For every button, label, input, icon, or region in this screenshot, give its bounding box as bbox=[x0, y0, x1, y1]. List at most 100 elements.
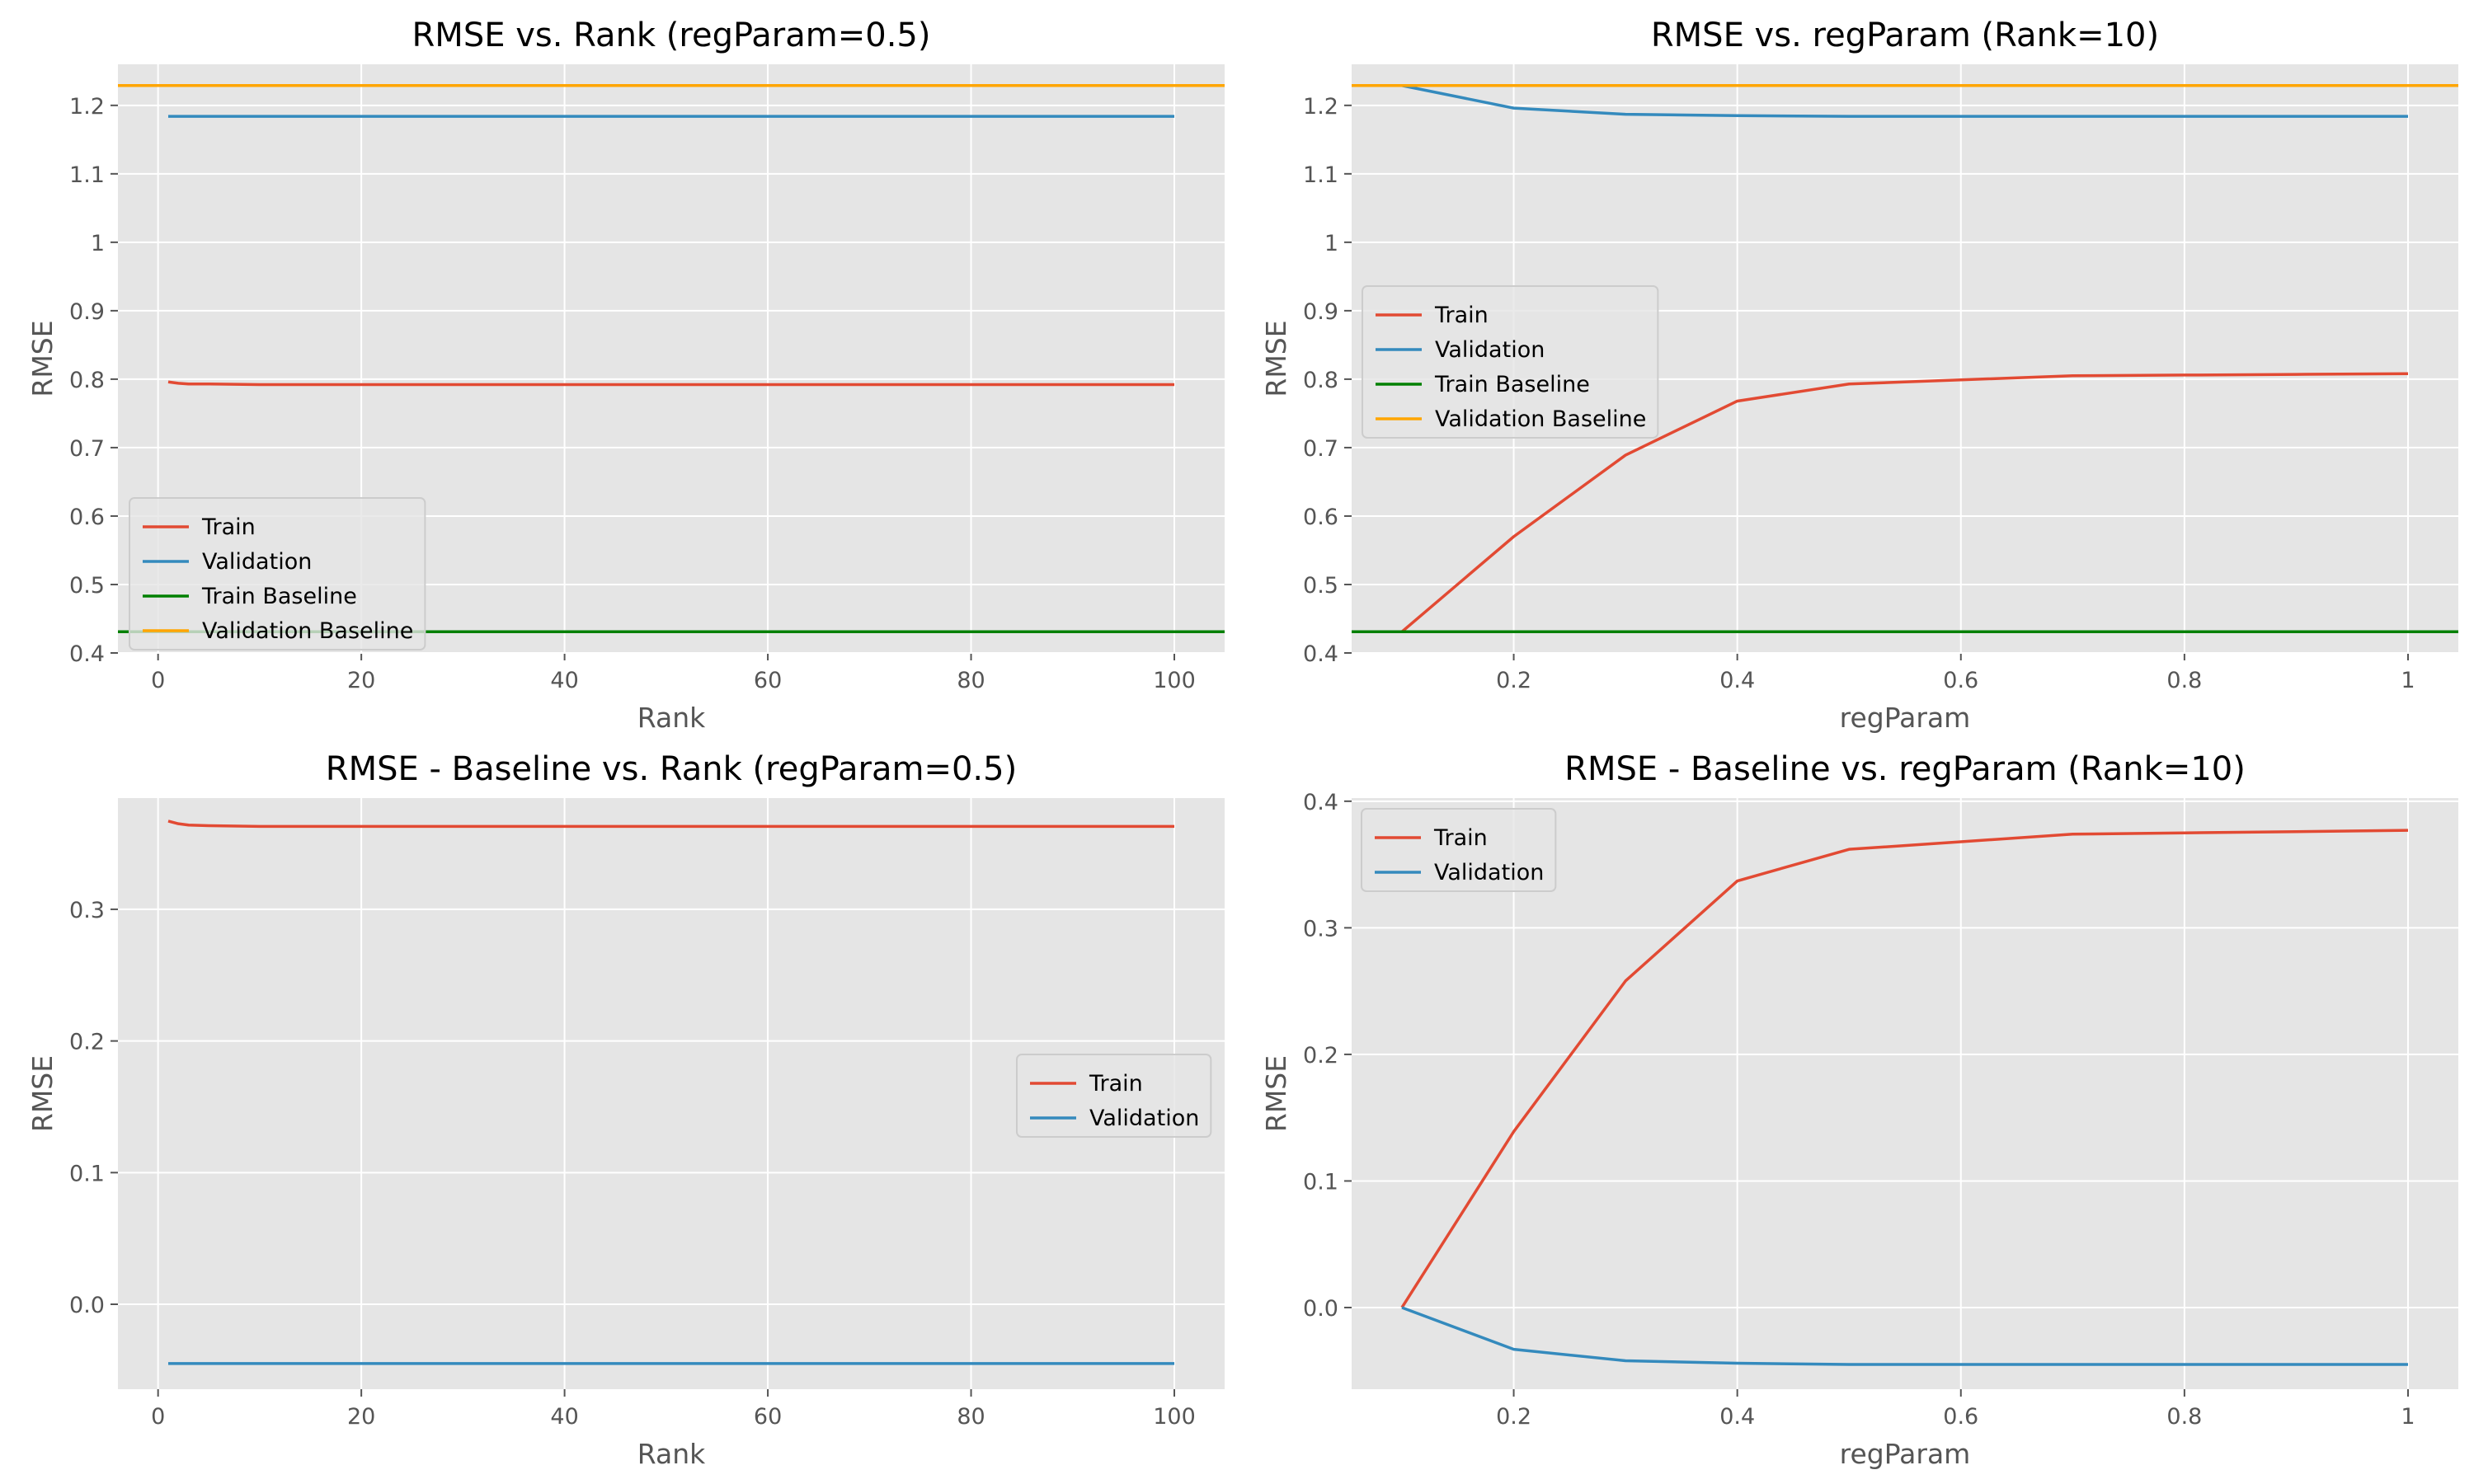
x-tick-label: 0.4 bbox=[1719, 1404, 1755, 1430]
y-tick-label: 0.1 bbox=[69, 1161, 105, 1186]
x-tick-label: 60 bbox=[754, 668, 782, 693]
legend-label: Validation bbox=[202, 549, 312, 575]
legend-label: Train bbox=[1089, 1071, 1143, 1097]
series-line-train bbox=[167, 819, 1174, 829]
legend-label: Validation Baseline bbox=[1435, 406, 1646, 432]
chart-title: RMSE - Baseline vs. regParam (Rank=10) bbox=[1564, 750, 2246, 788]
subplot-3: 0 20 40 60 80 100 0.0 0.1 0.2 0.3 RMSE - Baseline … bbox=[26, 750, 1225, 1470]
y-tick-label: 0.5 bbox=[69, 573, 105, 599]
x-tick-label: 40 bbox=[550, 668, 578, 693]
chart-title: RMSE vs. regParam (Rank=10) bbox=[1651, 16, 2159, 54]
x-tick-label: 100 bbox=[1153, 1404, 1196, 1430]
y-tick-label: 0.5 bbox=[1303, 573, 1338, 599]
y-tick-label: 0.8 bbox=[69, 368, 105, 393]
legend-item: Validation bbox=[1375, 860, 1544, 885]
x-tick-label: 1 bbox=[2401, 1404, 2415, 1430]
legend: Train Validation Train Baseline Validation … bbox=[1362, 285, 1659, 439]
y-tick-label: 0.8 bbox=[1303, 368, 1338, 393]
y-tick-label: 1.2 bbox=[1303, 94, 1338, 120]
y-tick-label: 0.2 bbox=[1303, 1043, 1338, 1068]
y-tick-label: 0.1 bbox=[1303, 1169, 1338, 1195]
series-line-validation bbox=[1401, 1306, 2408, 1366]
legend-label: Train bbox=[201, 514, 256, 540]
y-axis-label: RMSE bbox=[1260, 320, 1292, 397]
subplot-1: 0 20 40 60 80 100 0.4 0.5 0.6 0.7 0.8 0.9 1 1.1 1.2 RMS… bbox=[26, 16, 1225, 734]
series-group bbox=[167, 819, 1174, 1365]
legend-label: Train Baseline bbox=[201, 584, 357, 609]
legend-item: Train bbox=[1376, 303, 1489, 328]
y-tick-label: 0.6 bbox=[1303, 505, 1338, 530]
y-tick-label: 0.7 bbox=[69, 436, 105, 462]
legend-box bbox=[1362, 285, 1659, 439]
series-line-train bbox=[1400, 829, 2409, 1308]
x-tick-label: 100 bbox=[1153, 668, 1196, 693]
legend-item: Validation Baseline bbox=[1376, 406, 1646, 432]
y-tick-label: 1.1 bbox=[69, 162, 105, 188]
y-tick-label: 0.3 bbox=[69, 898, 105, 923]
legend-label: Validation bbox=[1089, 1106, 1199, 1131]
y-tick-label: 0.4 bbox=[1303, 790, 1338, 815]
y-axis-label: RMSE bbox=[26, 320, 59, 397]
x-tick-label: 0.4 bbox=[1719, 668, 1755, 693]
legend-label: Train bbox=[1434, 303, 1489, 328]
y-tick-label: 0.7 bbox=[1303, 436, 1338, 462]
x-tick-label: 0.2 bbox=[1496, 668, 1531, 693]
legend-item: Validation bbox=[143, 549, 312, 575]
legend-item: Train bbox=[143, 514, 256, 540]
x-tick-label: 0 bbox=[151, 1404, 165, 1430]
y-tick-label: 0.4 bbox=[1303, 641, 1338, 667]
y-tick-label: 0.9 bbox=[1303, 299, 1338, 325]
legend-box bbox=[1016, 1054, 1212, 1138]
legend: Train Validation bbox=[1361, 808, 1557, 892]
y-tick-label: 0.2 bbox=[69, 1030, 105, 1055]
y-tick-label: 0.9 bbox=[69, 299, 105, 325]
y-tick-label: 0.0 bbox=[1303, 1296, 1338, 1322]
legend-label: Train bbox=[1433, 825, 1488, 851]
x-tick-label: 0 bbox=[151, 668, 165, 693]
y-tick-label: 0.3 bbox=[1303, 916, 1338, 942]
x-tick-label: 20 bbox=[347, 668, 375, 693]
x-tick-label: 80 bbox=[957, 1404, 985, 1430]
legend-item: Validation Baseline bbox=[143, 618, 413, 644]
x-tick-label: 1 bbox=[2401, 668, 2415, 693]
series-line-validation bbox=[1401, 84, 2408, 118]
legend-item: Train Baseline bbox=[143, 584, 357, 609]
y-tick-label: 0.4 bbox=[69, 641, 105, 667]
legend-item: Validation bbox=[1376, 337, 1545, 363]
x-tick-label: 0.8 bbox=[2166, 668, 2202, 693]
chart-title: RMSE vs. Rank (regParam=0.5) bbox=[412, 16, 931, 54]
x-axis-label: regParam bbox=[1840, 1438, 1971, 1470]
legend-item: Validation bbox=[1030, 1106, 1199, 1131]
x-axis-label: regParam bbox=[1840, 702, 1971, 734]
x-tick-label: 0.6 bbox=[1943, 668, 1978, 693]
series-line-train bbox=[167, 380, 1174, 387]
y-tick-label: 1 bbox=[91, 231, 105, 256]
series-line-train bbox=[1400, 372, 2409, 633]
y-tick-label: 1 bbox=[1324, 231, 1338, 256]
legend-box bbox=[129, 497, 426, 650]
x-tick-label: 0.6 bbox=[1943, 1404, 1978, 1430]
y-tick-label: 1.1 bbox=[1303, 162, 1338, 188]
y-tick-label: 1.2 bbox=[69, 94, 105, 120]
x-tick-label: 0.8 bbox=[2166, 1404, 2202, 1430]
legend-label: Validation bbox=[1435, 337, 1545, 363]
series-group bbox=[118, 83, 1225, 634]
x-tick-label: 60 bbox=[754, 1404, 782, 1430]
legend-label: Validation Baseline bbox=[202, 618, 413, 644]
x-tick-label: 80 bbox=[957, 668, 985, 693]
plot-background bbox=[1352, 798, 2458, 1389]
legend: Train Validation bbox=[1016, 1054, 1212, 1138]
x-axis-label: Rank bbox=[637, 702, 706, 734]
x-axis-label: Rank bbox=[637, 1438, 706, 1470]
subplot-2: 0.2 0.4 0.6 0.8 1 0.4 0.5 0.6 0.7 0.8 0.9 1 1.1 1.2 RM… bbox=[1260, 16, 2458, 734]
y-tick-label: 0.6 bbox=[69, 505, 105, 530]
y-axis-label: RMSE bbox=[26, 1055, 59, 1132]
legend: Train Validation Train Baseline Validation … bbox=[129, 497, 426, 650]
legend-item: Train Baseline bbox=[1376, 372, 1590, 397]
chart-title: RMSE - Baseline vs. Rank (regParam=0.5) bbox=[326, 750, 1017, 788]
legend-box bbox=[1361, 808, 1557, 892]
y-tick-label: 0.0 bbox=[69, 1293, 105, 1318]
x-tick-label: 20 bbox=[347, 1404, 375, 1430]
legend-item: Train bbox=[1030, 1071, 1143, 1097]
